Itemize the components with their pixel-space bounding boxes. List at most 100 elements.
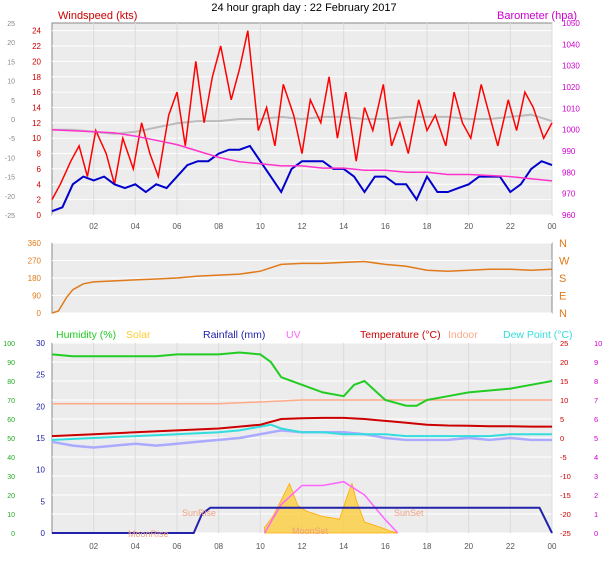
uv-tick-label: 9 [594,358,598,367]
wind-outer-tick-label: 0 [11,117,15,124]
average-wind-line [51,144,553,213]
wind-x-tick-label: 08 [214,222,223,231]
barometer-tick-label: 960 [562,211,576,220]
climate-x-tick-label: 18 [423,542,432,551]
climate-x-tick-label: 20 [464,542,473,551]
temperature-tick-label: -25 [560,529,571,538]
climate-x-tick-label: 12 [298,542,307,551]
wind-left-tick-label: 20 [32,57,41,66]
sun-moon-annotation: MoonRise [128,529,169,539]
climate-x-tick-label: 16 [381,542,390,551]
rainfall-tick-label: 10 [36,466,45,475]
compass-label: W [559,256,570,268]
humidity-tick-label: 100 [3,341,15,348]
rainfall-line [52,506,553,534]
wind-outer-tick-label: 25 [7,21,15,28]
wind-x-tick-label: 20 [464,222,473,231]
uv-tick-label: 8 [594,377,598,386]
uv-tick-label: 2 [594,491,598,500]
direction-tick-label: 180 [28,274,42,283]
humidity-tick-label: 80 [7,379,15,386]
wind-x-tick-label: 16 [381,222,390,231]
direction-tick-label: 0 [37,309,42,318]
temperature-line [51,416,552,438]
uv-tick-label: 1 [594,510,598,519]
wind-outer-tick-label: -20 [5,194,15,201]
climate-x-tick-label: 06 [173,542,182,551]
barometer-tick-label: 1030 [562,62,580,71]
climate-legend-label: Indoor [448,329,478,341]
barometer-line [51,128,553,182]
wind-outer-tick-label: -25 [5,213,15,220]
climate-x-axis: 02 04 06 08 10 12 14 16 18 20 22 00 [89,542,557,551]
humidity-line [51,351,553,407]
barometer-tick-label: 970 [562,190,576,199]
humidity-tick-label: 20 [7,493,15,500]
barometer-tick-label: 980 [562,168,576,177]
wind-outer-tick-label: 5 [11,98,15,105]
rainfall-tick-label: 25 [36,371,45,380]
direction-tick-label: 360 [28,239,42,248]
barometer-tick-label: 1010 [562,104,580,113]
rainfall-tick-label: 15 [36,434,45,443]
compass-label: S [559,273,566,285]
windspeed-line [51,30,553,200]
climate-legend-label: Rainfall (mm) [203,329,265,341]
humidity-tick-label: 60 [7,417,15,424]
rainfall-tick-label: 30 [36,339,45,348]
climate-legend-label: Dew Point (°C) [503,329,573,341]
climate-legend-label: Temperature (°C) [360,329,441,341]
humidity-tick-label: 0 [11,531,15,538]
indoor-temperature-line [52,399,552,405]
rainfall-tick-label: 5 [41,497,46,506]
uv-tick-label: 7 [594,396,598,405]
climate-x-tick-label: 02 [89,542,98,551]
temperature-tick-label: -10 [560,472,571,481]
uv-tick-label: 5 [594,434,598,443]
compass-label: N [559,238,567,250]
wind-panel: Windspeed (kts) Barometer (hpa) -25 -20 -1… [5,10,580,220]
wind-x-tick-label: 00 [548,222,557,231]
wind-outer-tick-label: 15 [7,59,15,66]
humidity-tick-label: 70 [7,398,15,405]
wind-x-tick-label: 06 [173,222,182,231]
wind-outer-tick-label: -5 [9,136,15,143]
barometer-tick-label: 1050 [562,19,580,28]
climate-legend-label: UV [286,329,301,341]
barometer-tick-label: 1000 [562,126,580,135]
humidity-tick-label: 40 [7,455,15,462]
wind-x-tick-label: 02 [89,222,98,231]
wind-left-tick-label: 12 [32,119,41,128]
wind-left-tick-label: 14 [32,103,41,112]
dew-point-line [51,423,552,441]
direction-tick-label: 270 [28,257,42,266]
temperature-tick-label: 15 [560,377,568,386]
uv-tick-label: 4 [594,453,598,462]
humidity-tick-label: 30 [7,474,15,481]
wind-outer-tick-label: 20 [7,40,15,47]
humidity-tick-label: 90 [7,360,15,367]
wind-left-tick-label: 22 [32,42,41,51]
wind-left-tick-label: 18 [32,73,41,82]
rainfall-tick-label: 20 [36,402,45,411]
wind-left-tick-label: 8 [37,150,42,159]
temperature-tick-label: -5 [560,453,567,462]
wind-x-tick-label: 22 [506,222,515,231]
climate-x-tick-label: 08 [214,542,223,551]
wind-x-tick-label: 04 [131,222,140,231]
temperature-tick-label: -15 [560,491,571,500]
wind-left-tick-label: 0 [37,211,42,220]
climate-x-tick-label: 10 [256,542,265,551]
wind-x-tick-label: 10 [256,222,265,231]
barometer-tick-label: 1020 [562,83,580,92]
sun-moon-annotation: SunSet [394,508,424,518]
wind-x-axis: 02 04 06 08 10 12 14 16 18 20 22 00 [89,222,557,231]
solar-area [264,482,398,534]
barometer-trend-line [52,113,553,135]
climate-legend-label: Solar [126,329,151,341]
temperature-tick-label: -20 [560,510,571,519]
wind-outer-tick-label: 10 [7,79,15,86]
sun-moon-annotation: MoonSet [292,526,329,536]
direction-tick-label: 90 [32,292,41,301]
